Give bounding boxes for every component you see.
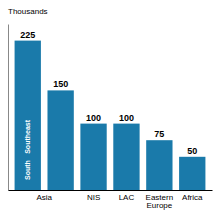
annotation: Southeast xyxy=(24,119,31,154)
bars xyxy=(15,41,206,190)
bar xyxy=(146,140,172,190)
x-tick: Africa xyxy=(182,190,203,202)
x-tick-label: LAC xyxy=(119,193,135,202)
data-label: 225 xyxy=(20,30,35,40)
x-tick: EasternEurope xyxy=(146,190,174,210)
x-tick-label: Africa xyxy=(182,193,203,202)
bar xyxy=(179,157,205,190)
data-labels: 225 150 100 100 75 50 xyxy=(20,30,197,156)
y-label: Thousands xyxy=(8,7,48,16)
data-label: 100 xyxy=(119,113,134,123)
data-label: 150 xyxy=(53,79,68,89)
x-tick: NIS xyxy=(87,190,100,202)
bar xyxy=(47,90,73,190)
data-label: 100 xyxy=(86,113,101,123)
annotation: South xyxy=(24,160,31,180)
x-tick: LAC xyxy=(119,190,135,202)
bar xyxy=(80,124,106,190)
x-tick: Asia xyxy=(36,190,52,202)
y-axis-line xyxy=(8,25,9,191)
chart: Asia NIS LAC EasternEurope Africa 225 150 100 10… xyxy=(0,0,220,222)
x-axis-line xyxy=(9,190,213,191)
y-axis xyxy=(8,25,9,191)
x-tick-label: EasternEurope xyxy=(146,193,174,211)
bar xyxy=(113,124,139,190)
data-label: 75 xyxy=(154,129,164,139)
x-axis: Asia NIS LAC EasternEurope Africa xyxy=(9,190,213,210)
x-tick-label: NIS xyxy=(87,193,100,202)
data-label: 50 xyxy=(187,146,197,156)
x-tick-label: Asia xyxy=(36,193,52,202)
bar xyxy=(15,41,41,190)
